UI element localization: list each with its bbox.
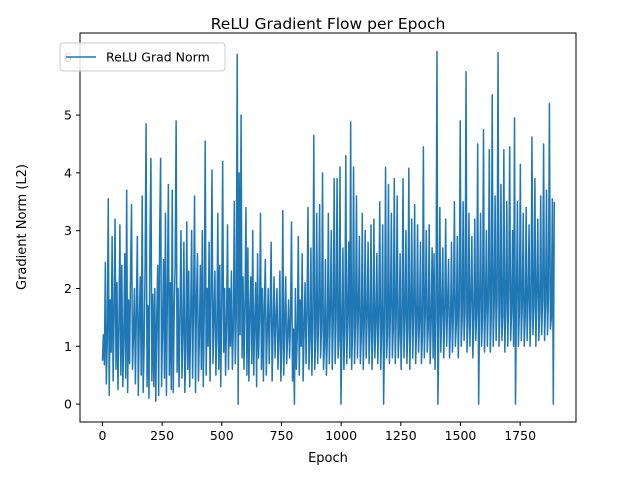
y-tick-label: 1 xyxy=(64,339,72,354)
series-layer xyxy=(101,50,556,405)
x-tick-label: 0 xyxy=(98,428,106,443)
series-line-0 xyxy=(101,50,556,405)
x-tick-label: 500 xyxy=(210,428,234,443)
y-tick-label: 2 xyxy=(64,281,72,296)
x-tick-label: 750 xyxy=(270,428,294,443)
legend: ReLU Grad Norm xyxy=(59,42,226,72)
y-tick-label: 4 xyxy=(64,165,72,180)
chart-title: ReLU Gradient Flow per Epoch xyxy=(211,15,446,33)
y-tick-label: 3 xyxy=(64,223,72,238)
x-axis-label: Epoch xyxy=(308,451,348,466)
y-axis-label: Gradient Norm (L2) xyxy=(15,164,30,290)
x-tick-label: 250 xyxy=(150,428,174,443)
x-axis-ticks: 0 250 500 750 1000 1250 1500 1750 xyxy=(98,422,536,443)
x-tick-label: 1000 xyxy=(325,428,357,443)
x-tick-label: 1250 xyxy=(385,428,417,443)
x-tick-label: 1500 xyxy=(445,428,477,443)
y-tick-label: 0 xyxy=(64,397,72,412)
y-tick-label: 5 xyxy=(64,108,72,123)
legend-label: ReLU Grad Norm xyxy=(106,50,210,65)
x-tick-label: 1750 xyxy=(504,428,536,443)
plot-area-frame xyxy=(79,32,577,423)
legend-box xyxy=(59,42,226,72)
